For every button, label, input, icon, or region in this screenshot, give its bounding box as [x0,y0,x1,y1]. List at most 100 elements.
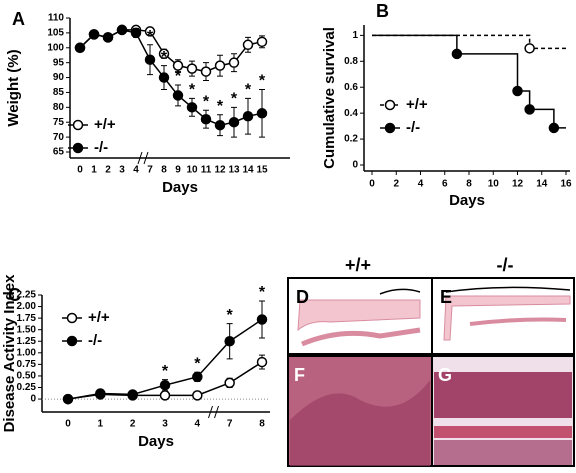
significance-marker: * [194,355,201,372]
legend-label: +/+ [94,116,116,133]
data-point [62,393,74,405]
x-tick-label: 16 [560,179,572,190]
data-point [214,60,226,71]
x-tick-label: 3 [119,165,125,176]
x-tick-label: 6 [442,179,448,190]
data-point [74,42,86,54]
x-tick-label: 12 [512,179,524,190]
panel-label: D [296,287,309,307]
data-point [144,54,156,65]
data-point [256,108,268,119]
x-tick-label: 7 [227,419,233,430]
data-point [158,72,170,83]
data-point [256,356,268,368]
axis-break [137,151,149,165]
y-tick-label: 65 [53,147,65,158]
legend-marker [384,122,396,134]
significance-marker: * [227,307,234,324]
x-tick-label: 12 [214,165,226,176]
column-label: +/+ [345,255,371,275]
x-tick-label: 9 [175,165,181,176]
panel-label: B [376,1,389,21]
x-tick-label: 10 [488,179,500,190]
significance-marker: * [189,82,196,99]
y-tick-label: 1.00 [17,347,37,358]
y-tick-label: 95 [53,57,65,68]
significance-marker: * [259,73,266,90]
x-tick-label: 11 [201,165,212,176]
series-line [79,29,263,126]
significance-marker: * [231,91,238,108]
y-tick-label: 105 [47,28,64,39]
tissue [469,317,567,326]
y-axis-label: Cumulative survival [321,27,338,169]
data-point [256,314,268,325]
x-tick-label: 8 [161,165,167,176]
panel-label: C [8,285,21,305]
data-point [224,377,235,389]
x-axis-label: Days [449,192,485,209]
legend-label: +/+ [406,96,428,113]
event-point [548,122,560,134]
y-tick-label: 1 [352,30,358,41]
data-point [116,24,128,36]
significance-marker: * [161,49,168,66]
x-tick-label: 8 [466,179,472,190]
event-point [524,43,535,54]
y-tick-label: 0 [30,394,36,405]
legend-label: -/- [406,119,420,136]
legend-label: -/- [94,139,108,156]
data-point [192,371,203,383]
data-point [186,63,198,74]
data-point [158,48,170,59]
y-tick-label: 1.25 [17,336,37,347]
data-point [102,32,114,43]
y-tick-label: 75 [53,117,65,128]
legend-marker [72,142,84,154]
y-tick-label: 0 [352,160,358,171]
event-point [451,48,463,60]
x-axis-label: Days [138,433,174,450]
x-tick-label: 4 [195,419,201,430]
x-tick-label: 15 [256,165,268,176]
data-point [256,36,268,48]
y-tick-label: 0.2 [344,134,358,145]
data-point [192,390,203,401]
x-tick-label: 7 [147,165,153,176]
y-tick-label: 110 [48,13,65,24]
x-tick-label: 13 [228,165,240,176]
legend-marker [384,99,396,111]
survival-curve [372,34,566,129]
significance-marker: * [147,28,154,45]
data-point [224,336,235,347]
legend-label: +/+ [88,309,110,326]
legend-label: -/- [88,332,102,349]
significance-marker: * [217,98,224,115]
event-point [512,85,523,97]
data-point [228,116,240,128]
data-point [200,66,212,77]
tissue [443,295,571,341]
y-tick-label: 1.75 [17,313,37,324]
significance-marker: * [259,284,266,301]
panel-label: A [12,9,25,29]
x-axis-label: Days [162,179,198,196]
y-tick-label: 0.75 [17,359,37,370]
tissue [301,327,421,347]
legend-marker [72,119,84,131]
tissue [434,440,572,465]
data-point [159,390,171,401]
y-axis-label: Weight (%) [5,49,22,126]
x-tick-label: 4 [133,165,139,176]
tissue [290,380,430,466]
x-tick-label: 10 [186,165,198,176]
x-tick-label: 8 [259,419,265,430]
significance-marker: * [203,94,210,111]
data-point [88,29,100,40]
y-tick-label: 0.6 [344,82,358,93]
x-tick-label: 2 [393,179,399,190]
x-tick-label: 3 [162,419,168,430]
significance-marker: * [175,68,182,85]
column-label: -/- [497,255,514,275]
y-tick-label: 80 [53,102,65,113]
